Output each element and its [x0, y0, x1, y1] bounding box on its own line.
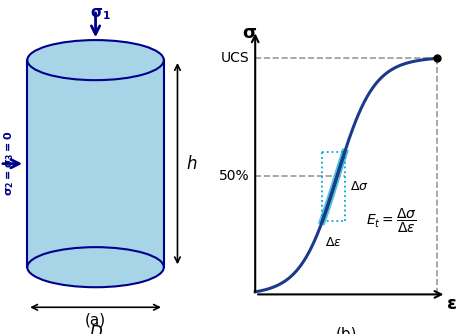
- Text: $\mathbf{\sigma_1}$: $\mathbf{\sigma_1}$: [90, 7, 110, 22]
- Text: 50%: 50%: [219, 169, 250, 183]
- Text: D: D: [89, 324, 102, 334]
- Text: $\mathbf{\sigma}$: $\mathbf{\sigma}$: [242, 24, 257, 42]
- Text: (a): (a): [85, 312, 106, 327]
- Text: $\Delta\sigma$: $\Delta\sigma$: [350, 180, 369, 193]
- Text: $E_t = \dfrac{\Delta\sigma}{\Delta\varepsilon}$: $E_t = \dfrac{\Delta\sigma}{\Delta\varep…: [366, 207, 417, 235]
- Ellipse shape: [27, 40, 164, 80]
- Text: (b): (b): [336, 326, 357, 334]
- Text: h: h: [187, 155, 197, 173]
- Ellipse shape: [27, 247, 164, 287]
- Text: UCS: UCS: [221, 51, 250, 65]
- Text: $\mathbf{\varepsilon}$: $\mathbf{\varepsilon}$: [447, 295, 457, 313]
- Polygon shape: [27, 60, 164, 267]
- Text: $\Delta\varepsilon$: $\Delta\varepsilon$: [325, 236, 342, 249]
- Text: $\mathbf{\sigma_2{=}\sigma_3{=}0}$: $\mathbf{\sigma_2{=}\sigma_3{=}0}$: [2, 131, 16, 196]
